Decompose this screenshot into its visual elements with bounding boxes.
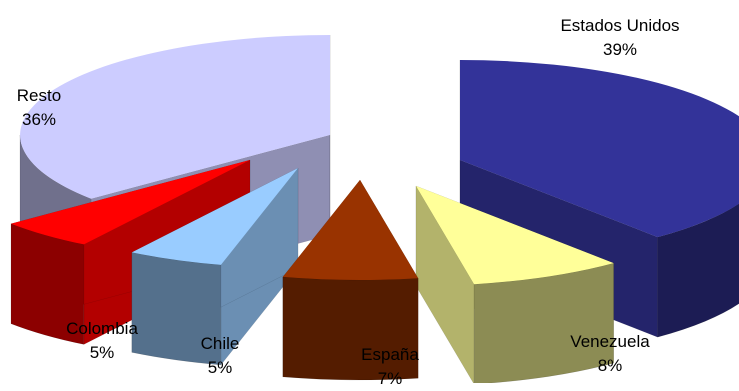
slice-value-venezuela: 8% [597, 356, 623, 375]
slice-label-chile: Chile [200, 334, 240, 353]
slice-value-colombia: 5% [89, 343, 115, 362]
slice-venezuela [416, 186, 614, 285]
slice-value-resto: 36% [21, 110, 57, 129]
slice-label-espana: España [361, 345, 419, 364]
slice-label-venezuela: Venezuela [570, 332, 650, 351]
slice-side-estados-unidos [657, 203, 739, 338]
slice-value-chile: 5% [207, 358, 233, 377]
slice-resto [20, 35, 330, 199]
slice-tops [11, 35, 739, 285]
slice-label-estados-unidos: Estados Unidos [560, 16, 680, 35]
label-estados-unidos: Estados Unidos 39% [540, 14, 700, 62]
slice-estados-unidos [460, 60, 739, 238]
label-chile: Chile 5% [180, 332, 260, 380]
slice-espana [282, 180, 419, 281]
slice-value-estados-unidos: 39% [602, 40, 638, 59]
slice-label-resto: Resto [16, 86, 62, 105]
slice-colombia [11, 160, 250, 245]
label-venezuela: Venezuela 8% [550, 330, 670, 378]
slice-label-colombia: Colombia [66, 319, 138, 338]
pie-chart [10, 35, 739, 383]
slice-value-espana: 7% [377, 369, 403, 388]
label-espana: España 7% [340, 343, 440, 391]
slice-chile [131, 168, 298, 265]
label-resto: Resto 36% [0, 84, 78, 132]
label-colombia: Colombia 5% [50, 317, 154, 365]
